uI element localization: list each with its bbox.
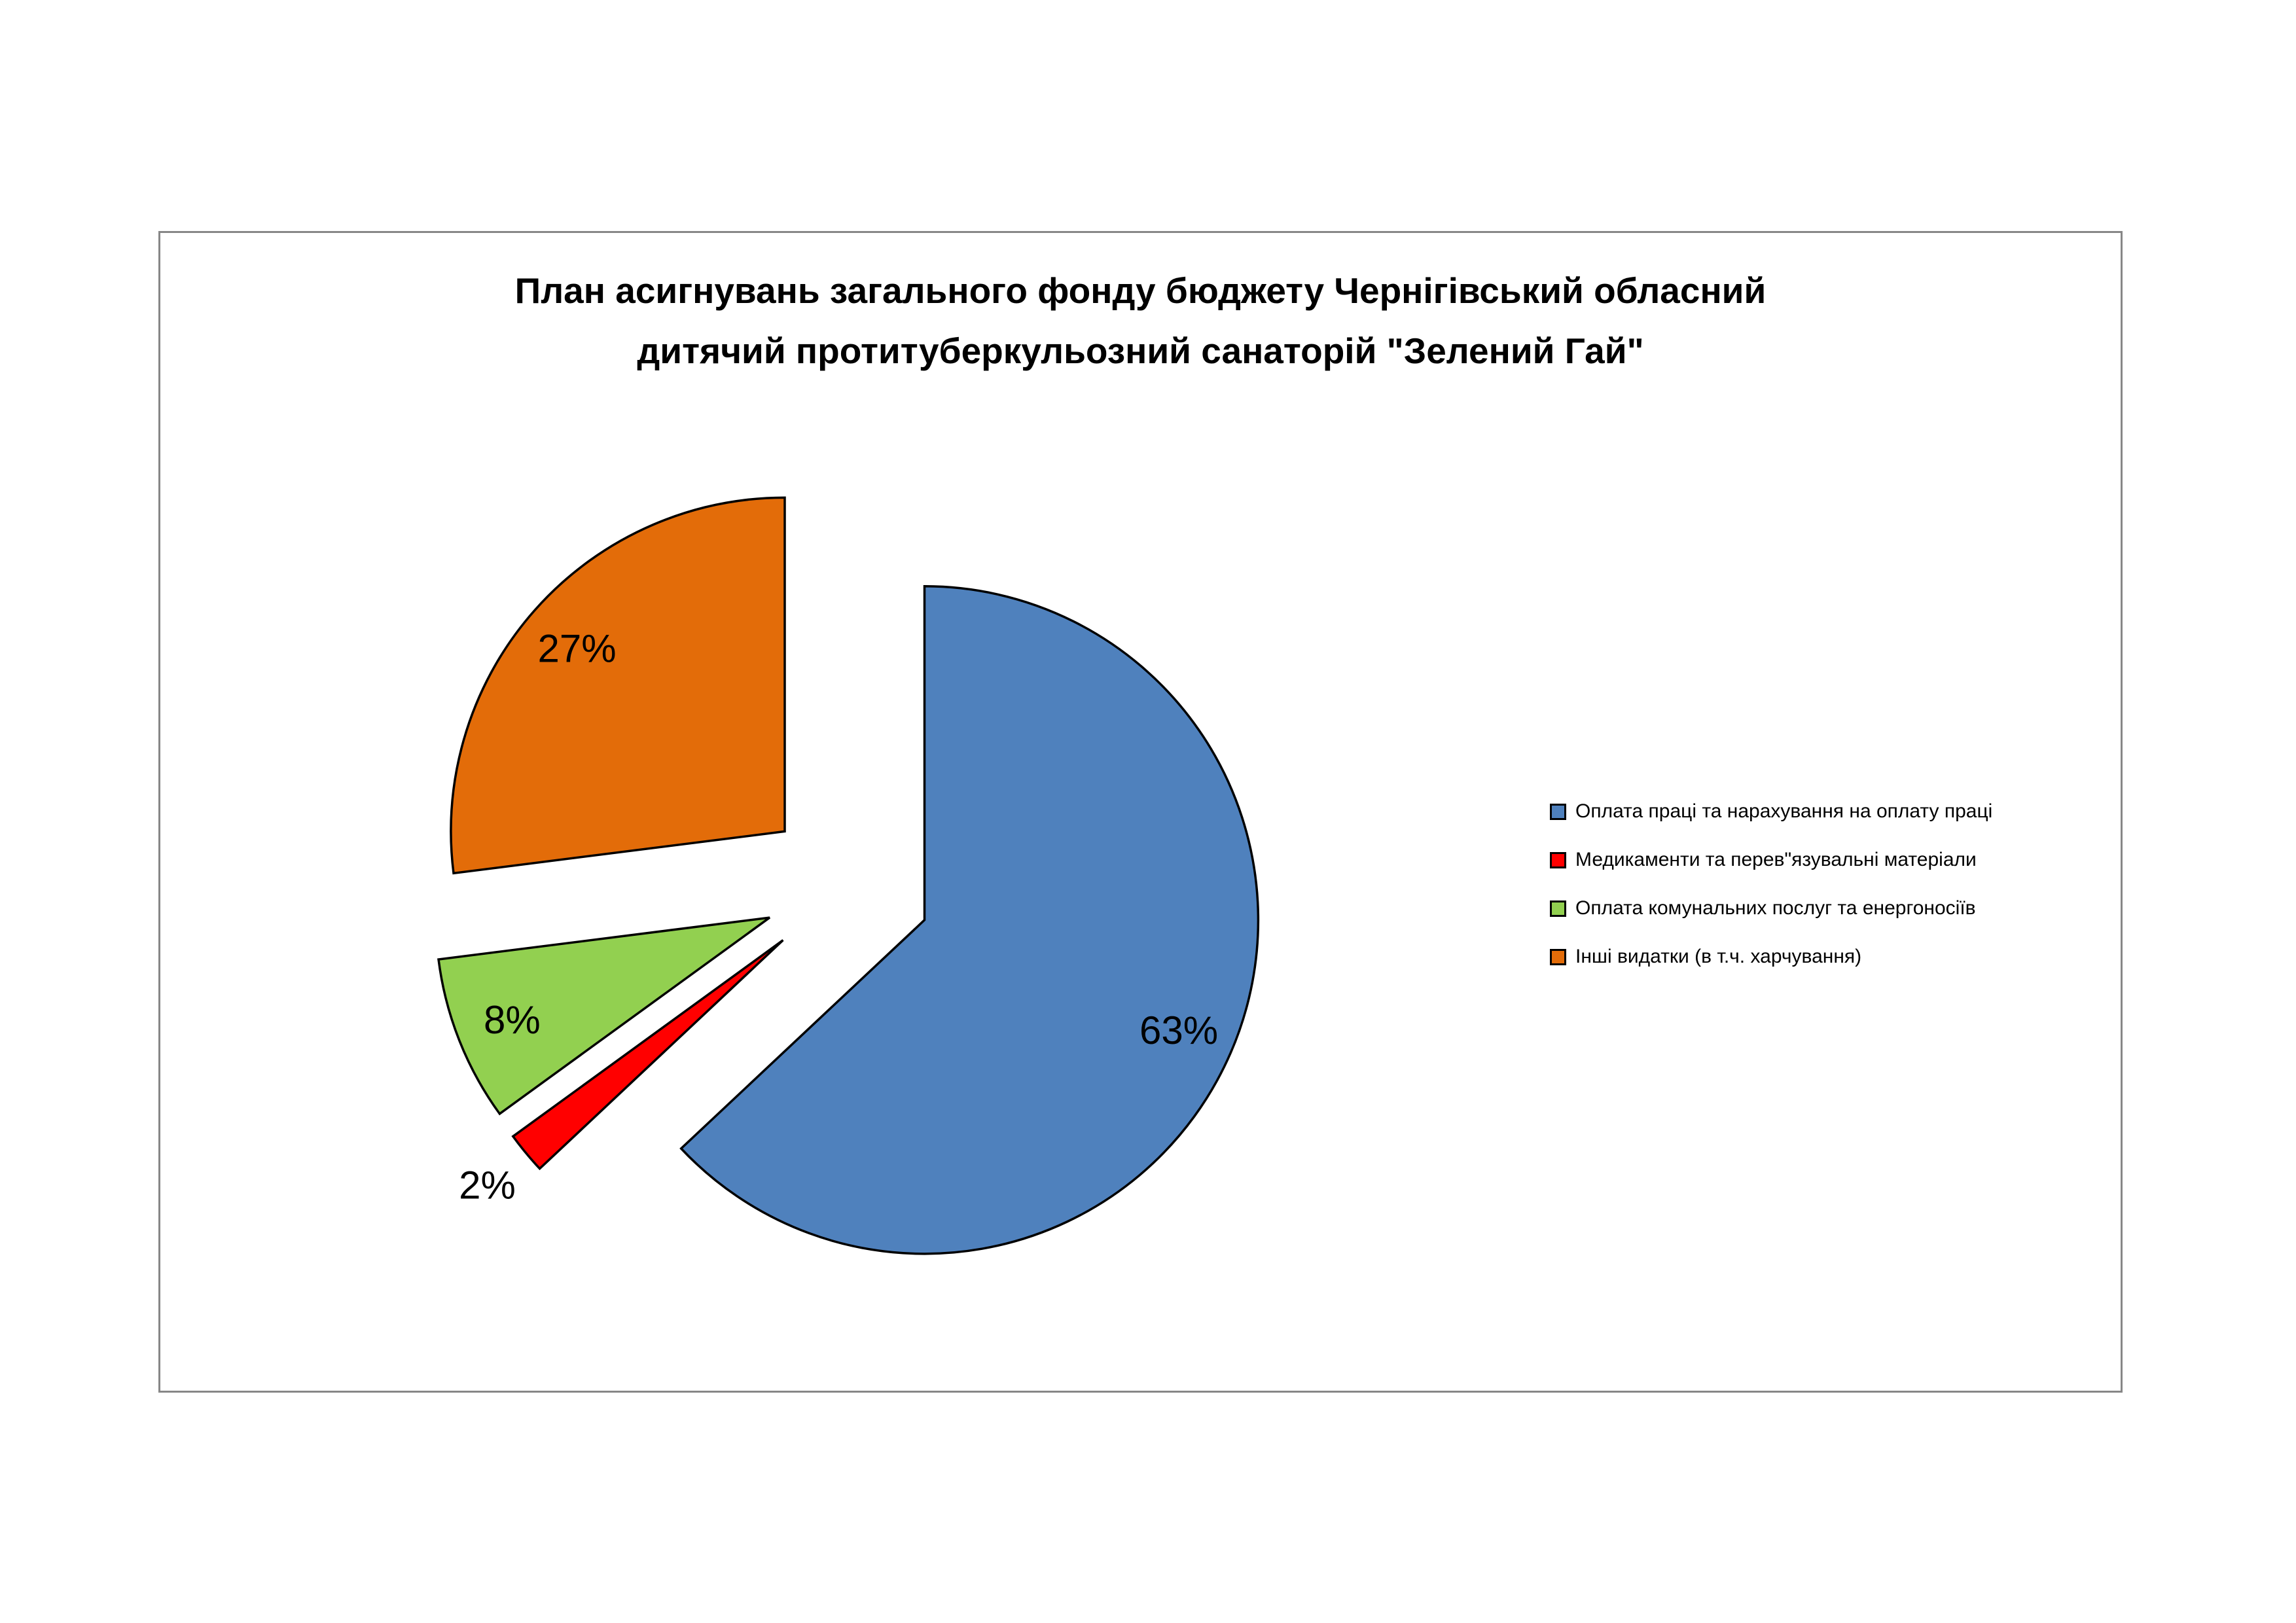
chart-title: План асигнувань загального фонду бюджету… [160, 260, 2121, 381]
pie-slice-1 [679, 585, 1260, 1255]
legend-label: Інші видатки (в т.ч. харчування) [1575, 946, 1862, 967]
pie-data-label-2: 2% [459, 1163, 516, 1207]
legend-item-2: Медикаменти та перев"язувальні матеріали [1550, 848, 1992, 872]
legend-label: Оплата комунальних послуг та енергоносії… [1575, 897, 1976, 919]
pie-data-label-4: 27% [537, 626, 616, 670]
legend: Оплата праці та нарахування на оплату пр… [1550, 800, 1992, 969]
chart-title-line-2: дитячий протитуберкульозний санаторій "З… [637, 330, 1644, 371]
legend-color-swatch [1550, 803, 1566, 820]
pie-slice-4 [450, 496, 786, 875]
pie-slice-2 [511, 939, 784, 1171]
legend-label: Медикаменти та перев"язувальні матеріали [1575, 849, 1977, 870]
legend-color-swatch [1550, 900, 1566, 917]
legend-color-swatch [1550, 851, 1566, 868]
chart-title-line-1: План асигнувань загального фонду бюджету… [514, 270, 1767, 311]
legend-item-3: Оплата комунальних послуг та енергоносії… [1550, 897, 1992, 920]
pie-data-label-1: 63% [1139, 1008, 1218, 1052]
legend-color-swatch [1550, 948, 1566, 965]
legend-item-4: Інші видатки (в т.ч. харчування) [1550, 945, 1992, 969]
legend-label: Оплата праці та нарахування на оплату пр… [1575, 800, 1993, 822]
legend-item-1: Оплата праці та нарахування на оплату пр… [1550, 800, 1992, 823]
pie-data-label-3: 8% [484, 998, 541, 1042]
pie-slice-3 [437, 916, 771, 1116]
